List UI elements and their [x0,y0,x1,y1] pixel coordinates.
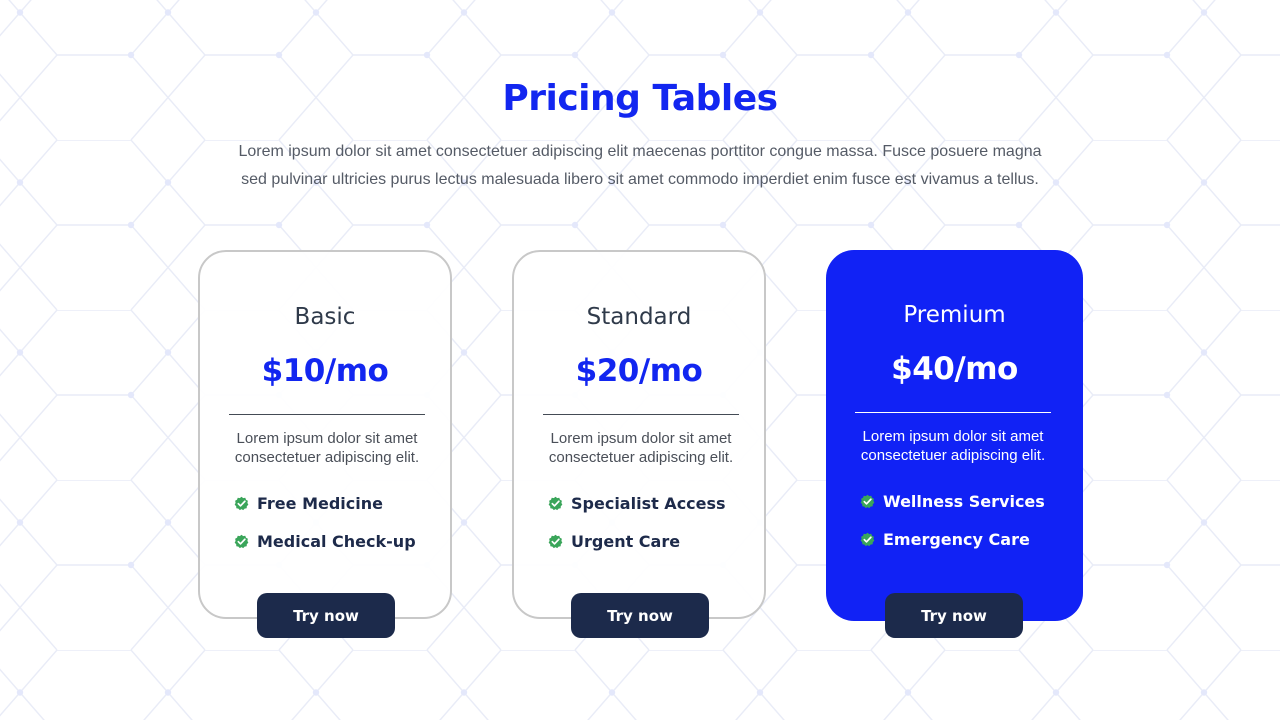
plan-description: Lorem ipsum dolor sit amet consectetuer … [548,430,734,466]
feature-label: Free Medicine [257,493,383,513]
feature-label: Medical Check-up [257,531,416,551]
plan-price: $10/mo [261,353,389,389]
plan-price: $40/mo [891,351,1018,387]
check-badge-icon [860,532,875,546]
feature-label: Emergency Care [883,529,1030,549]
plan-name: Basic [294,304,356,330]
divider [229,414,425,415]
check-badge-icon [234,496,249,510]
feature-item: Specialist Access [548,491,726,515]
check-badge-icon [234,534,249,548]
divider [855,412,1051,413]
page-description: Lorem ipsum dolor sit amet consectetuer … [238,143,1042,188]
pricing-card-basic: Basic $10/mo Lorem ipsum dolor sit amet … [198,250,452,619]
check-badge-icon [860,494,875,508]
feature-item: Emergency Care [860,527,1030,551]
pricing-card-premium: Premium $40/mo Lorem ipsum dolor sit ame… [826,250,1083,621]
plan-name: Standard [586,304,692,330]
feature-item: Wellness Services [860,489,1045,513]
try-now-button-standard[interactable]: Try now [571,593,709,638]
plan-name: Premium [903,302,1006,328]
try-now-button-premium[interactable]: Try now [885,593,1023,638]
check-badge-icon [548,534,563,548]
feature-label: Wellness Services [883,491,1045,511]
plan-description: Lorem ipsum dolor sit amet consectetuer … [234,430,420,466]
page-title: Pricing Tables [502,78,778,119]
feature-item: Medical Check-up [234,529,416,553]
try-now-button-basic[interactable]: Try now [257,593,395,638]
plan-price: $20/mo [575,353,703,389]
feature-label: Specialist Access [571,493,726,513]
feature-label: Urgent Care [571,531,681,551]
plan-description: Lorem ipsum dolor sit amet consectetuer … [860,428,1046,464]
feature-item: Urgent Care [548,529,680,553]
check-badge-icon [548,496,563,510]
feature-item: Free Medicine [234,491,383,515]
pricing-card-standard: Standard $20/mo Lorem ipsum dolor sit am… [512,250,766,619]
divider [543,414,739,415]
